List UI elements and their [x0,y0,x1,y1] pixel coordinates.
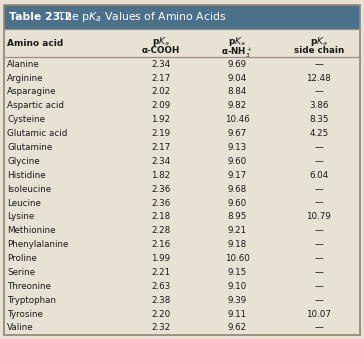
Text: 6.04: 6.04 [309,171,328,180]
Text: 2.02: 2.02 [151,87,170,97]
Text: 2.19: 2.19 [151,129,170,138]
Text: —: — [314,199,323,207]
Text: —: — [314,282,323,291]
Text: 2.34: 2.34 [151,60,170,69]
Text: —: — [314,323,323,333]
Text: p$K_a$: p$K_a$ [152,35,170,48]
Text: side chain: side chain [294,46,344,55]
Text: —: — [314,185,323,194]
Text: Methionine: Methionine [7,226,56,235]
Text: 2.34: 2.34 [151,157,170,166]
Text: 10.60: 10.60 [225,254,249,263]
Text: 9.67: 9.67 [228,129,247,138]
Text: 2.09: 2.09 [151,101,170,111]
Text: Table 23.2: Table 23.2 [9,12,72,22]
Text: 2.18: 2.18 [151,213,170,221]
Text: 2.36: 2.36 [151,199,170,207]
Text: 9.18: 9.18 [228,240,247,249]
Bar [4,5,360,29]
Text: α-COOH: α-COOH [142,46,180,55]
Text: 9.82: 9.82 [228,101,247,111]
Text: Phenylalanine: Phenylalanine [7,240,69,249]
Text: Glycine: Glycine [7,157,40,166]
Text: 2.17: 2.17 [151,143,170,152]
Text: 2.36: 2.36 [151,185,170,194]
Text: 8.84: 8.84 [228,87,247,97]
Text: 9.68: 9.68 [228,185,247,194]
Text: —: — [314,60,323,69]
Text: 9.39: 9.39 [228,296,247,305]
Text: 2.20: 2.20 [151,310,170,319]
Text: Tyrosine: Tyrosine [7,310,43,319]
Text: 2.16: 2.16 [151,240,170,249]
Text: 2.38: 2.38 [151,296,170,305]
Text: 3.86: 3.86 [309,101,328,111]
Text: —: — [314,226,323,235]
Text: Histidine: Histidine [7,171,46,180]
Text: 2.17: 2.17 [151,74,170,83]
Text: 10.79: 10.79 [306,213,331,221]
Text: 4.25: 4.25 [309,129,328,138]
Text: Serine: Serine [7,268,35,277]
Text: Glutamine: Glutamine [7,143,52,152]
Text: p$K_a$: p$K_a$ [228,35,246,48]
Text: 2.32: 2.32 [151,323,170,333]
Text: 9.15: 9.15 [228,268,247,277]
Text: α-NH$_3^+$: α-NH$_3^+$ [221,46,253,60]
Text: 9.60: 9.60 [228,157,247,166]
Text: Threonine: Threonine [7,282,51,291]
Text: Arginine: Arginine [7,74,44,83]
Text: —: — [314,268,323,277]
Text: 1.99: 1.99 [151,254,170,263]
Text: Asparagine: Asparagine [7,87,57,97]
Text: Lysine: Lysine [7,213,35,221]
Text: 8.35: 8.35 [309,115,329,124]
Text: —: — [314,143,323,152]
Text: 2.63: 2.63 [151,282,170,291]
Text: Valine: Valine [7,323,34,333]
Text: Amino acid: Amino acid [7,39,64,48]
Text: p$K_a$: p$K_a$ [310,35,328,48]
Text: 9.04: 9.04 [228,74,247,83]
Text: Proline: Proline [7,254,37,263]
Text: Isoleucine: Isoleucine [7,185,51,194]
Text: 10.46: 10.46 [225,115,249,124]
Text: —: — [314,87,323,97]
Text: 1.82: 1.82 [151,171,170,180]
Text: 10.07: 10.07 [306,310,331,319]
Text: Leucine: Leucine [7,199,41,207]
Text: 9.10: 9.10 [228,282,247,291]
Text: Aspartic acid: Aspartic acid [7,101,64,111]
Text: 12.48: 12.48 [306,74,331,83]
Text: 9.60: 9.60 [228,199,247,207]
Text: Cysteine: Cysteine [7,115,45,124]
Text: 2.28: 2.28 [151,226,170,235]
Text: 2.21: 2.21 [151,268,170,277]
Text: Glutamic acid: Glutamic acid [7,129,68,138]
Text: 9.13: 9.13 [228,143,247,152]
Text: —: — [314,240,323,249]
Text: Alanine: Alanine [7,60,40,69]
Text: 1.92: 1.92 [151,115,170,124]
Text: —: — [314,296,323,305]
Text: The p$K_a$ Values of Amino Acids: The p$K_a$ Values of Amino Acids [51,10,226,24]
Text: 9.17: 9.17 [228,171,247,180]
Text: 9.21: 9.21 [228,226,247,235]
Text: Tryptophan: Tryptophan [7,296,56,305]
Text: —: — [314,157,323,166]
Text: 9.11: 9.11 [228,310,247,319]
Text: 8.95: 8.95 [228,213,247,221]
Text: —: — [314,254,323,263]
Text: 9.69: 9.69 [228,60,247,69]
Text: 9.62: 9.62 [228,323,247,333]
